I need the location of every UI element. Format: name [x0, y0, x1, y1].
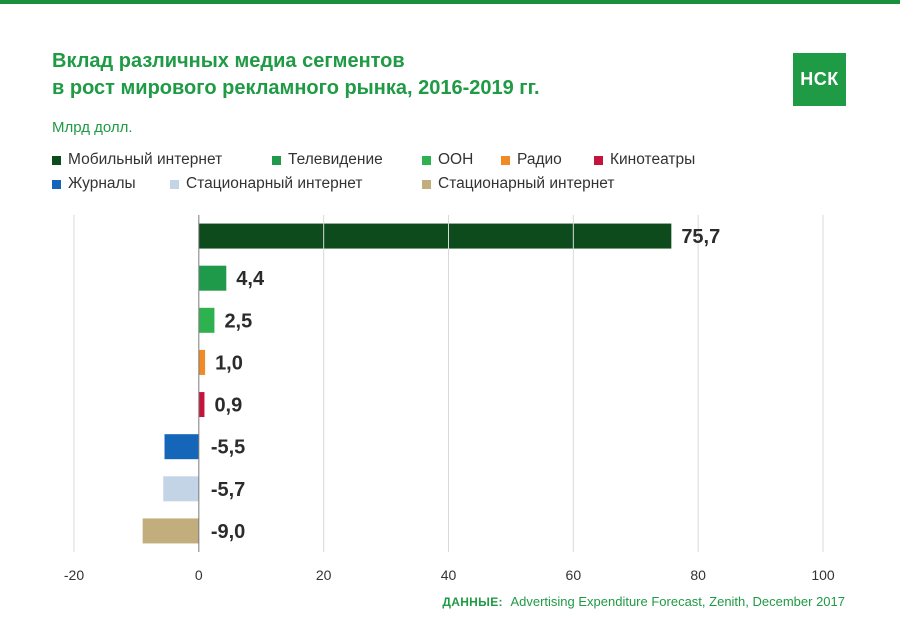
bar — [164, 434, 199, 460]
nsk-logo: НСК — [793, 53, 846, 106]
legend-swatch — [272, 155, 281, 165]
legend-label: Телевидение — [288, 151, 383, 168]
legend-item-desktop-internet-1: Стационарный интернет — [170, 175, 363, 193]
data-label: 4,4 — [236, 268, 265, 290]
bar — [163, 476, 199, 502]
x-tick-label: 80 — [690, 567, 706, 583]
bar — [142, 518, 199, 544]
x-tick-label: 60 — [566, 567, 582, 583]
data-label: 2,5 — [224, 310, 252, 332]
legend-swatch — [501, 155, 510, 165]
data-label: -9,0 — [211, 521, 245, 543]
legend-swatch — [52, 155, 61, 165]
source-note: ДАННЫЕ: Advertising Expenditure Forecast… — [442, 594, 845, 609]
legend-item-desktop-internet-2: Стационарный интернет — [422, 175, 615, 193]
legend-label: Стационарный интернет — [186, 175, 363, 192]
data-label: 75,7 — [681, 226, 720, 248]
legend-item-cinema: Кинотеатры — [594, 151, 695, 169]
legend-swatch — [52, 179, 61, 189]
legend-swatch — [170, 179, 179, 189]
legend-label: Кинотеатры — [610, 151, 696, 168]
title-line-1: Вклад различных медиа сегментов — [52, 50, 405, 72]
legend-swatch — [422, 179, 431, 189]
chart-title: Вклад различных медиа сегментов в рост м… — [52, 48, 540, 102]
data-label: 0,9 — [214, 395, 242, 417]
legend-label: Журналы — [68, 175, 136, 192]
bar — [198, 223, 672, 249]
unit-label: Млрд долл. — [52, 119, 133, 136]
x-tick-label: 40 — [441, 567, 457, 583]
legend-item-television: Телевидение — [272, 151, 383, 169]
bar — [198, 307, 215, 333]
legend-label: Мобильный интернет — [68, 151, 223, 168]
legend-item-ooh: ООН — [422, 151, 473, 169]
legend-label: ООН — [438, 151, 474, 168]
x-tick-label: 100 — [811, 567, 835, 583]
top-accent-bar — [0, 0, 900, 4]
legend-swatch — [594, 155, 603, 165]
legend-item-magazines: Журналы — [52, 175, 136, 193]
data-label: -5,5 — [211, 437, 245, 459]
data-label: -5,7 — [211, 479, 245, 501]
legend-label: Стационарный интернет — [438, 175, 615, 192]
legend-label: Радио — [517, 151, 562, 168]
title-line-2: в рост мирового рекламного рынка, 2016-2… — [52, 77, 540, 99]
x-tick-label: 0 — [195, 567, 203, 583]
legend-item-radio: Радио — [501, 151, 562, 169]
bar — [198, 265, 227, 291]
legend-swatch — [422, 155, 431, 165]
bar — [198, 392, 205, 418]
data-label: 1,0 — [215, 352, 243, 374]
x-tick-label: -20 — [64, 567, 84, 583]
source-text: Advertising Expenditure Forecast, Zenith… — [510, 594, 845, 609]
legend-item-mobile-internet: Мобильный интернет — [52, 151, 222, 169]
x-tick-label: 20 — [316, 567, 332, 583]
source-label: ДАННЫЕ: — [442, 595, 503, 609]
bar — [198, 349, 206, 375]
